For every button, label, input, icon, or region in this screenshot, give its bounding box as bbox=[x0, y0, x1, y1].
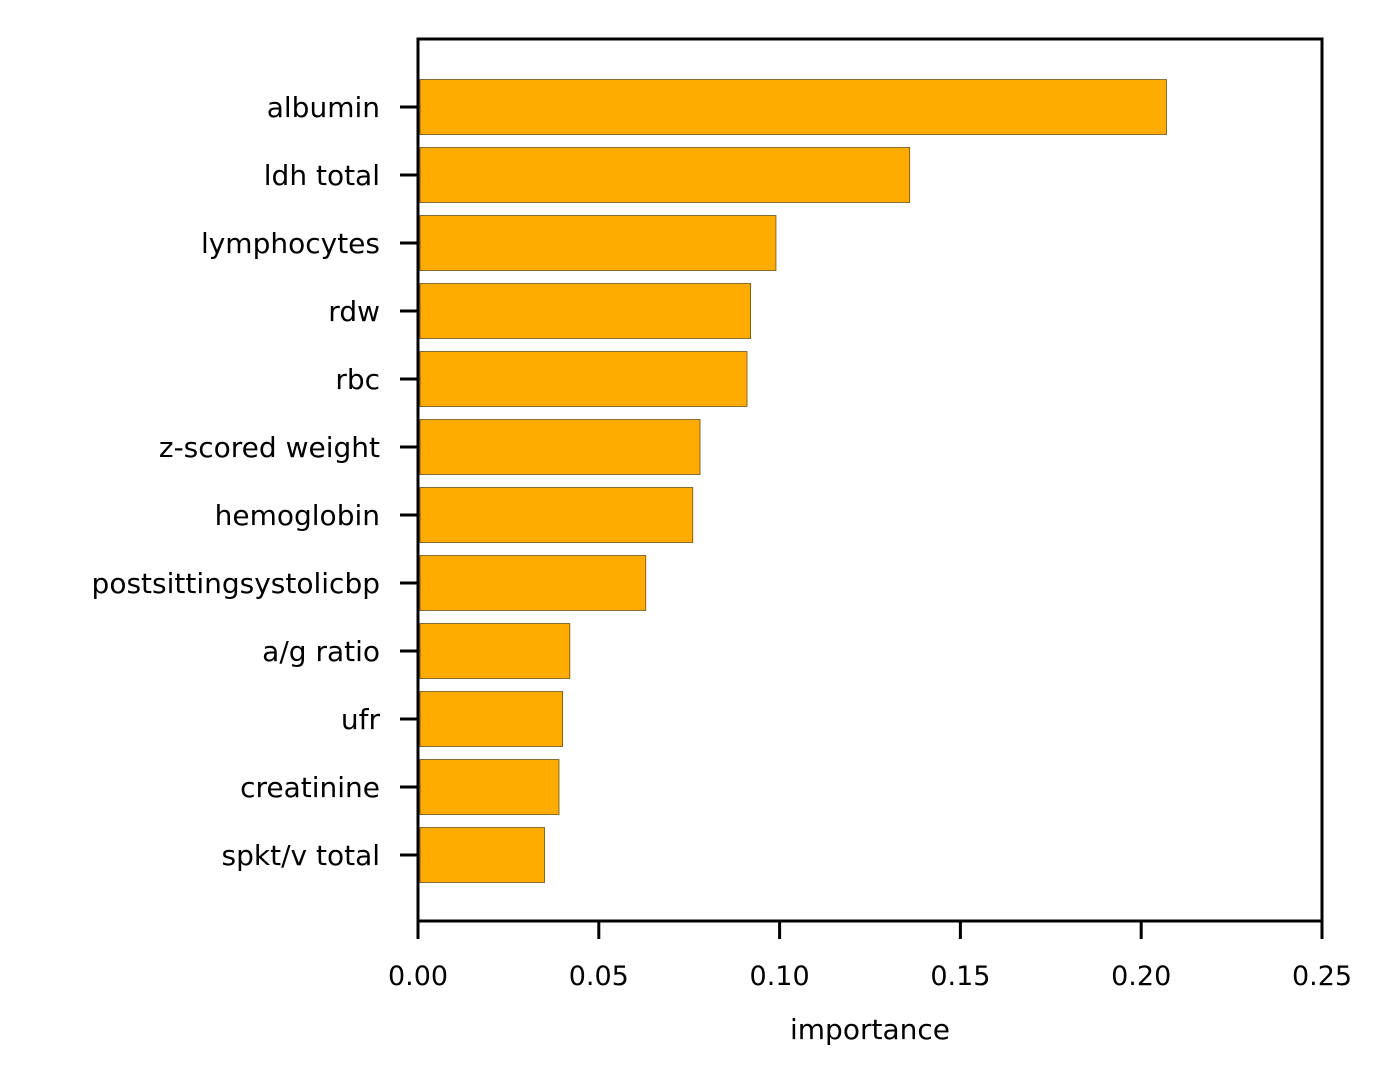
bar-albumin bbox=[419, 79, 1167, 135]
bars-group bbox=[419, 79, 1167, 883]
bar-ufr bbox=[419, 691, 563, 747]
x-tick-label: 0.25 bbox=[1292, 961, 1352, 992]
axes-frame bbox=[416, 37, 1324, 923]
y-tick-label: a/g ratio bbox=[262, 635, 380, 668]
bar-a-g-ratio bbox=[419, 623, 571, 679]
y-tick-label: spkt/v total bbox=[222, 839, 380, 872]
bar-postsittingsystolicbp bbox=[419, 555, 647, 611]
y-tick-label: hemoglobin bbox=[215, 499, 380, 532]
x-tick-label: 0.05 bbox=[569, 961, 629, 992]
y-tick-label: rbc bbox=[335, 363, 380, 396]
x-tick-label: 0.20 bbox=[1111, 961, 1171, 992]
bar-lymphocytes bbox=[419, 215, 777, 271]
y-tick-label: postsittingsystolicbp bbox=[92, 567, 380, 600]
x-tick-label: 0.00 bbox=[388, 961, 448, 992]
bar-spkt-v-total bbox=[419, 827, 545, 883]
x-tick-label: 0.10 bbox=[750, 961, 810, 992]
y-tick-label: albumin bbox=[267, 91, 380, 124]
x-tick-label: 0.15 bbox=[930, 961, 990, 992]
x-ticks-group: 0.00 0.05 0.10 0.15 0.20 0.25 bbox=[388, 921, 1352, 992]
bar-hemoglobin bbox=[419, 487, 694, 543]
x-axis-label: importance bbox=[790, 1013, 950, 1046]
bar-ldh-total bbox=[419, 147, 911, 203]
y-ticks-group: albumin ldh total lymphocytes rdw rbc z-score… bbox=[92, 91, 418, 872]
y-tick-label: creatinine bbox=[240, 771, 380, 804]
bar-rdw bbox=[419, 283, 751, 339]
y-tick-label: z-scored weight bbox=[159, 431, 380, 464]
bar-rbc bbox=[419, 351, 748, 407]
y-tick-label: ldh total bbox=[264, 159, 380, 192]
y-tick-label: ufr bbox=[341, 703, 381, 736]
y-tick-label: lymphocytes bbox=[201, 227, 380, 260]
bar-z-scored-weight bbox=[419, 419, 701, 475]
bar-creatinine bbox=[419, 759, 560, 815]
y-tick-label: rdw bbox=[328, 295, 380, 328]
